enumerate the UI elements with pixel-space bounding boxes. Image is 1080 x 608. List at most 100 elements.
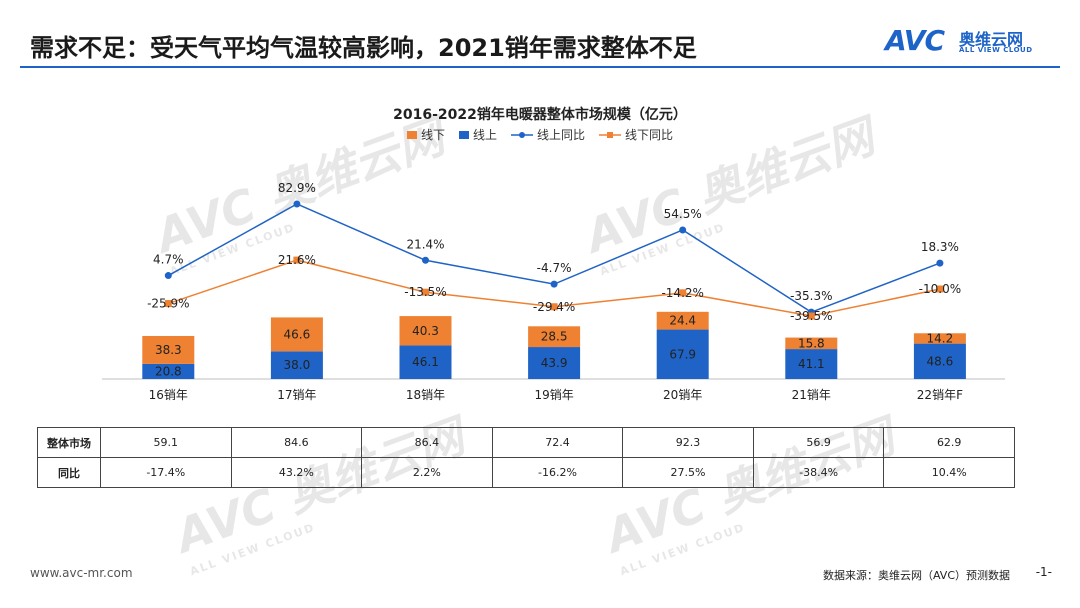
bar-online	[656, 329, 709, 379]
data-label-offline-yoy: -25.9%	[147, 297, 189, 311]
header-rule	[20, 66, 1060, 68]
table-cell: 86.4	[361, 427, 493, 458]
table-cell: 10.4%	[883, 457, 1015, 488]
data-label-online-yoy: 21.4%	[406, 237, 444, 251]
table-row-header: 整体市场	[37, 427, 101, 458]
legend-label: 线下同比	[625, 128, 674, 142]
x-tick-label: 16销年	[149, 388, 188, 402]
legend-item-offline-yoy: 线下同比	[599, 126, 673, 143]
data-label-offline-yoy: -29.4%	[533, 300, 575, 314]
table-cell: 27.5%	[622, 457, 754, 488]
table-row: 整体市场 59.1 84.6 86.4 72.4 92.3 56.9 62.9	[37, 427, 1015, 458]
point-offline-yoy	[422, 288, 429, 296]
point-offline-yoy	[807, 312, 815, 320]
bar-online	[399, 345, 452, 379]
logo-mark: AVC	[885, 24, 945, 57]
data-source: 数据来源：奥维云网（AVC）预测数据	[822, 569, 1010, 582]
table-cell: -16.2%	[491, 457, 624, 488]
legend-label: 线下	[420, 128, 445, 142]
logo-en: ALL VIEW CLOUD	[959, 46, 1033, 54]
bar-offline	[528, 326, 581, 348]
data-label-offline-yoy: -14.2%	[661, 286, 703, 300]
chart-legend: 线下 线上 线上同比 线下同比	[0, 126, 1080, 143]
bar-offline	[913, 333, 966, 344]
point-offline-yoy	[293, 256, 301, 264]
avc-logo: AVC 奥维云网 ALL VIEW CLOUD	[885, 22, 1050, 60]
data-label-online-yoy: 4.7%	[153, 253, 184, 267]
bar-label-offline: 28.5	[541, 330, 568, 344]
x-tick-label: 17销年	[277, 388, 316, 402]
bar-offline	[656, 311, 709, 330]
table-cell: 62.9	[883, 427, 1015, 458]
data-label-offline-yoy: -13.5%	[404, 285, 446, 299]
data-label-offline-yoy: -39.5%	[790, 309, 832, 323]
point-online-yoy	[422, 256, 429, 264]
bar-label-online: 67.9	[669, 347, 696, 361]
bar-offline	[270, 317, 323, 352]
legend-label: 线上	[472, 128, 497, 142]
bar-label-offline: 46.6	[284, 327, 311, 341]
point-offline-yoy	[936, 285, 944, 293]
page-number: -1-	[1035, 565, 1052, 579]
bar-label-offline: 24.4	[669, 314, 696, 328]
logo-cn: 奥维云网	[959, 30, 1024, 49]
bar-online	[270, 351, 323, 379]
bar-label-online: 20.8	[155, 364, 182, 378]
data-label-offline-yoy: 21.6%	[278, 253, 316, 267]
data-label-offline-yoy: -10.0%	[919, 282, 961, 296]
website-url: www.avc-mr.com	[30, 566, 133, 580]
legend-swatch-offline	[406, 130, 417, 139]
point-online-yoy	[164, 272, 172, 280]
table-cell: 72.4	[491, 427, 624, 458]
bar-label-offline: 38.3	[155, 343, 182, 357]
point-offline-yoy	[550, 303, 558, 311]
legend-item-online-yoy: 线上同比	[511, 126, 585, 143]
table-cell: 92.3	[622, 427, 754, 458]
bar-label-online: 41.1	[798, 357, 825, 371]
table-cell: -17.4%	[100, 457, 232, 488]
legend-swatch-online	[458, 130, 469, 139]
table-row-header: 同比	[37, 457, 101, 488]
chart-title: 2016-2022销年电暖器整体市场规模（亿元）	[393, 107, 687, 123]
legend-swatch-online-yoy	[511, 131, 533, 138]
bar-online	[142, 363, 195, 379]
page-title: 需求不足：受天气平均气温较高影响，2021销年需求整体不足	[30, 34, 697, 62]
point-offline-yoy	[679, 289, 687, 297]
data-label-online-yoy: 82.9%	[278, 181, 316, 195]
bar-offline	[399, 316, 452, 346]
table-cell: 59.1	[100, 427, 232, 458]
x-tick-label: 19销年	[534, 388, 573, 402]
point-offline-yoy	[164, 300, 172, 308]
data-label-online-yoy: 18.3%	[921, 240, 959, 254]
bar-offline	[785, 337, 838, 350]
x-tick-label: 21销年	[792, 388, 831, 402]
point-online-yoy	[550, 280, 558, 288]
x-tick-label: 18销年	[406, 388, 445, 402]
bar-label-online: 43.9	[541, 356, 568, 370]
bar-label-offline: 40.3	[412, 324, 439, 338]
point-online-yoy	[293, 200, 301, 208]
bar-label-online: 46.1	[412, 355, 439, 369]
point-online-yoy	[679, 226, 687, 234]
table-cell: 56.9	[752, 427, 885, 458]
x-tick-label: 22销年F	[917, 388, 963, 402]
table-cell: -38.4%	[752, 457, 885, 488]
table-row: 同比 -17.4% 43.2% 2.2% -16.2% 27.5% -38.4% 10.4%	[37, 457, 1015, 488]
bar-online	[528, 347, 581, 379]
legend-item-online: 线上	[458, 126, 497, 143]
data-label-online-yoy: -4.7%	[537, 261, 572, 275]
bar-label-offline: 14.2	[927, 331, 954, 345]
x-tick-label: 20销年	[663, 388, 702, 402]
bar-offline	[142, 335, 195, 364]
legend-item-offline: 线下	[406, 126, 445, 143]
data-label-online-yoy: 54.5%	[664, 207, 702, 221]
data-label-online-yoy: -35.3%	[790, 289, 832, 303]
data-table: 整体市场 59.1 84.6 86.4 72.4 92.3 56.9 62.9 同比 -17.4%…	[37, 427, 1015, 488]
bar-label-offline: 15.8	[798, 336, 825, 350]
legend-swatch-offline-yoy	[599, 131, 622, 138]
point-online-yoy	[936, 259, 944, 267]
bar-online	[785, 349, 838, 379]
table-cell: 84.6	[230, 427, 363, 458]
legend-label: 线上同比	[537, 128, 586, 142]
chart-canvas: 20.8 38.3 16销年 38.0 46.6 17销年 46.1 40.3 18销年 43.9…	[102, 181, 1005, 402]
